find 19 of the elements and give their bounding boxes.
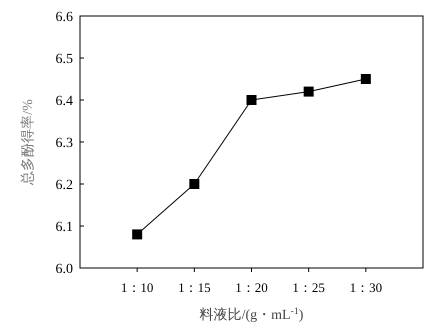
y-tick-label: 6.4 (56, 94, 73, 109)
point (189, 179, 200, 189)
y-tick-label: 6.1 (56, 220, 73, 235)
y-tick-label: 6.3 (56, 136, 73, 151)
x-tick-label: 1：25 (292, 280, 325, 295)
point (246, 95, 256, 105)
y-tick-label: 6.2 (56, 178, 73, 193)
point (360, 74, 371, 84)
y-tick-label: 6.6 (56, 10, 73, 25)
point (132, 229, 142, 240)
x-axis-title: 料液比/(g・mL$^{-1}$) (200, 306, 304, 323)
y-axis-title: 总多酚得率/% (20, 98, 36, 186)
x-tick-label: 1：10 (120, 280, 154, 295)
x-tick-label: 1：20 (235, 280, 268, 295)
x-tick-label: 1：30 (350, 280, 382, 295)
point (304, 86, 314, 97)
x-tick-label: 1：15 (178, 280, 211, 295)
y-tick-label: 6.5 (56, 52, 73, 67)
y-tick-label: 6.0 (56, 262, 73, 277)
